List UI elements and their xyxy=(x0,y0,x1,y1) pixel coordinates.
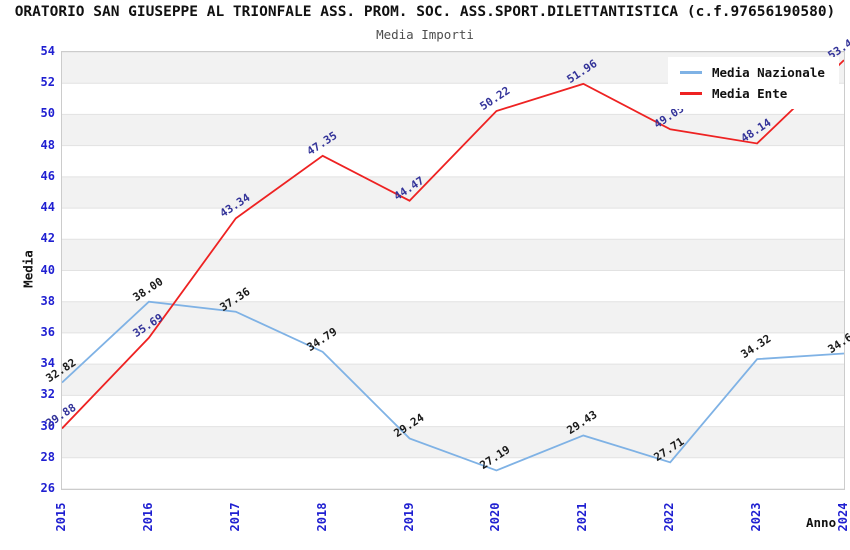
legend-swatch xyxy=(680,71,702,74)
y-axis-tick: 34 xyxy=(40,356,55,371)
x-axis-title: Anno xyxy=(806,515,837,530)
y-axis-tick: 50 xyxy=(40,106,55,121)
x-axis-tick: 2021 xyxy=(575,502,590,532)
chart-subtitle: Media Importi xyxy=(376,27,474,42)
y-axis-tick: 32 xyxy=(40,387,55,402)
y-axis-tick: 52 xyxy=(40,75,55,90)
legend-item-ente: Media Ente xyxy=(680,86,825,101)
plot-svg xyxy=(62,52,844,489)
y-axis-title: Media xyxy=(20,250,36,288)
legend-label: Media Ente xyxy=(712,86,788,101)
x-axis-tick: 2016 xyxy=(140,502,155,532)
x-axis-tick: 2023 xyxy=(749,502,764,532)
x-axis-tick: 2015 xyxy=(54,502,68,532)
chart-title: ORATORIO SAN GIUSEPPE AL TRIONFALE ASS. … xyxy=(14,4,836,20)
x-axis-tick: 2018 xyxy=(314,502,329,532)
y-axis-tick: 54 xyxy=(40,44,55,58)
plot-area xyxy=(61,51,845,490)
y-axis-tick: 44 xyxy=(40,200,55,215)
x-axis-tick: 2024 xyxy=(836,502,850,532)
legend-label: Media Nazionale xyxy=(712,65,825,80)
y-axis-tick: 38 xyxy=(40,293,55,308)
legend: Media Nazionale Media Ente xyxy=(668,57,839,109)
x-axis-tick: 2019 xyxy=(401,502,416,532)
y-axis-tick: 28 xyxy=(40,449,55,464)
y-axis-tick: 26 xyxy=(40,481,55,495)
legend-item-nazionale: Media Nazionale xyxy=(680,65,825,80)
x-axis-tick: 2017 xyxy=(227,502,242,532)
y-axis-tick: 30 xyxy=(40,418,55,433)
y-axis-tick: 48 xyxy=(40,137,55,152)
x-axis-tick: 2022 xyxy=(662,502,677,532)
y-axis-tick: 46 xyxy=(40,168,55,183)
y-axis-tick: 36 xyxy=(40,324,55,339)
x-axis-tick: 2020 xyxy=(488,502,503,532)
legend-swatch xyxy=(680,92,702,95)
y-axis-tick: 42 xyxy=(40,231,55,246)
